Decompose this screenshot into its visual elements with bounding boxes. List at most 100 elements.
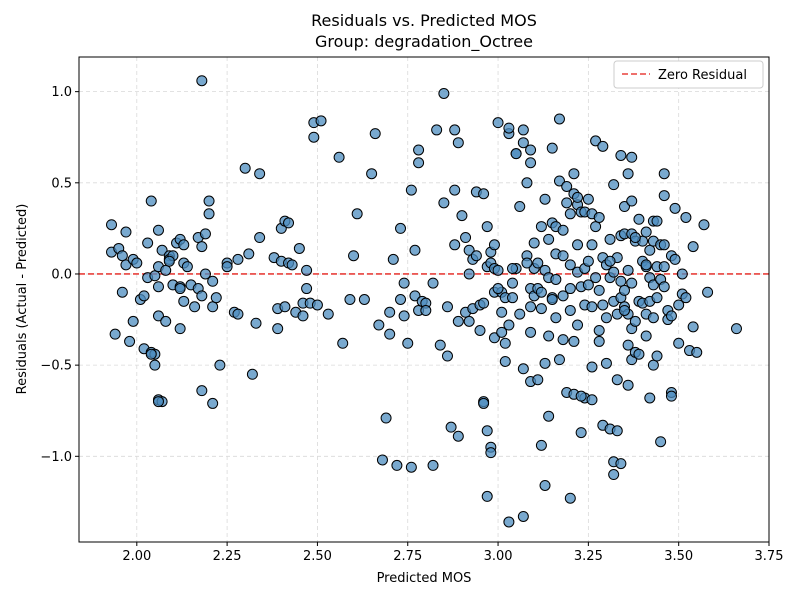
scatter-point [514,201,526,213]
scatter-point [553,354,565,366]
scatter-point [528,237,540,249]
scatter-point [633,213,645,225]
y-tick-label: 0.5 [51,176,72,191]
scatter-point [517,510,529,522]
scatter-point [676,268,688,280]
scatter-point [507,263,519,275]
scatter-point [116,286,128,298]
scatter-point [376,454,388,466]
scatter-point [618,201,630,213]
scatter-point [380,412,392,424]
scatter-point [239,162,251,174]
scatter-point [543,410,555,422]
scatter-point [564,492,576,504]
scatter-point [481,425,493,437]
x-axis-ticks: 2.00 2.25 2.50 2.75 3.00 3.25 3.50 3.75 [122,542,783,564]
scatter-point [503,122,515,134]
scatter-point [152,310,164,322]
scatter-point [651,292,663,304]
scatter-point [152,281,164,293]
scatter-point [301,264,313,276]
scatter-point [106,219,118,231]
scatter-point [174,323,186,335]
scatter-point [557,334,569,346]
scatter-point [535,439,547,451]
scatter-point [351,208,363,220]
scatter-point [395,294,407,305]
scatter-point [640,259,652,271]
scatter-point [283,217,295,229]
scatter-point [441,301,453,313]
scatter-point [456,210,468,222]
x-tick-label: 2.75 [393,549,422,564]
scatter-point [145,195,157,207]
scatter-point [293,242,305,254]
scatter-point [156,244,168,256]
scatter-point [272,323,284,335]
scatter-point [517,137,529,149]
scatter-point [243,248,255,260]
scatter-point [553,113,565,125]
scatter-point [492,264,504,276]
scatter-point [279,301,291,313]
scatter-point [600,357,612,369]
scatter-point [564,259,576,271]
scatter-point [496,306,508,318]
y-axis-label: Residuals (Actual - Predicted) [15,204,30,395]
scatter-point [438,197,450,209]
scatter-point [434,339,446,351]
scatter-point [127,315,139,327]
scatter-point [669,202,681,214]
x-tick-label: 2.00 [122,549,151,564]
scatter-point [207,275,219,287]
scatter-point [586,394,598,406]
scatter-point [441,350,453,362]
scatter-point [254,232,266,244]
scatter-point [413,144,425,156]
scatter-point [445,421,457,433]
scatter-point [196,290,208,302]
scatter-point [604,233,616,245]
scatter-point [564,304,576,316]
scatter-point [658,261,670,273]
scatter-point [539,193,551,205]
scatter-point [301,283,313,295]
scatter-point [615,275,627,287]
scatter-point [517,363,529,375]
scatter-point [568,168,580,180]
scatter-point [550,312,562,324]
scatter-point [163,255,175,267]
scatter-point [503,319,515,331]
scatter-point [582,279,594,291]
scatter-point [174,283,186,295]
scatter-point [337,337,349,349]
scatter-point [474,324,486,336]
x-tick-label: 2.50 [303,549,332,564]
scatter-point [618,284,630,296]
scatter-point [557,250,569,262]
scatter-point [499,337,511,349]
scatter-point [622,264,634,276]
scatter-point [344,294,356,305]
scatter-point [120,226,132,238]
scatter-point [196,75,208,87]
scatter-point [586,301,598,313]
scatter-point [608,469,620,481]
scatter-point [564,208,576,220]
scatter-point [488,239,500,251]
scatter-point [452,430,464,442]
scatter-point [525,157,537,169]
scatter-point [481,221,493,233]
scatter-point [611,425,623,437]
scatter-point [517,124,529,136]
scatter-point [626,195,638,207]
scatter-point [655,436,667,448]
scatter-point [626,151,638,163]
x-tick-label: 2.25 [213,549,242,564]
scatter-point [532,374,544,386]
scatter-point [398,277,410,289]
scatter-point [384,328,396,340]
scatter-point [503,516,515,528]
scatter-point [478,188,490,200]
scatter-point [575,427,587,439]
